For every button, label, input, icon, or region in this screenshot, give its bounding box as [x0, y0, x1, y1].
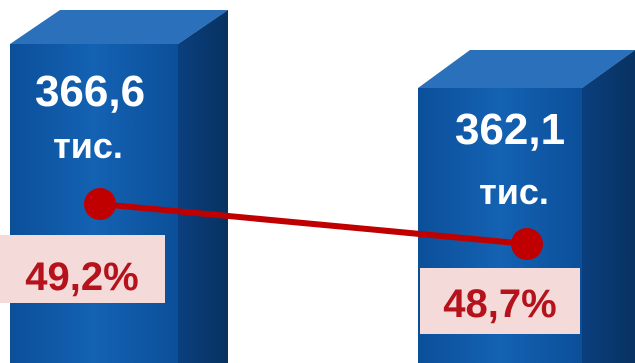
pct-box-2 [420, 268, 580, 334]
pct-label-1: 49,2% [25, 255, 138, 299]
pct-point-1 [84, 188, 116, 220]
bar-2-value-label: 362,1 [455, 105, 565, 154]
bar-1-unit-label: тис. [53, 125, 123, 166]
bar-1-top [10, 10, 228, 44]
pct-label-2: 48,7% [443, 282, 556, 326]
bar-1-value-label: 366,6 [35, 67, 145, 116]
pct-point-2 [511, 228, 543, 260]
bar-2-side [582, 50, 635, 363]
bar-2-top [418, 50, 635, 88]
bar-1 [10, 10, 228, 363]
pct-line [97, 201, 530, 247]
bar-2-unit-label: тис. [479, 171, 549, 212]
pct-box-1 [0, 235, 165, 303]
bar-1-side [178, 10, 228, 363]
